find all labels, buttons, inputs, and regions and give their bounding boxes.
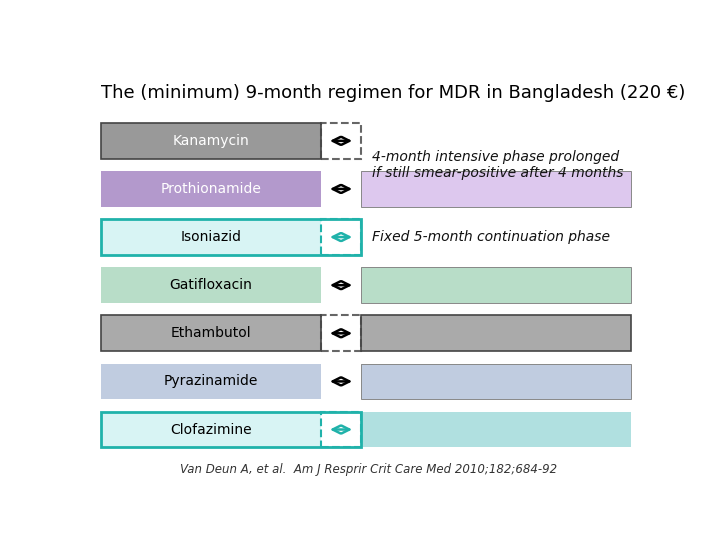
Bar [361, 315, 631, 351]
Bar [101, 411, 321, 447]
Bar [321, 123, 361, 159]
Bar [321, 411, 361, 447]
Bar [361, 171, 631, 207]
Text: Isoniazid: Isoniazid [181, 230, 242, 244]
Bar [321, 363, 361, 399]
Bar [321, 315, 361, 351]
Text: Clofazimine: Clofazimine [171, 422, 252, 436]
Bar [321, 315, 361, 351]
Text: Ethambutol: Ethambutol [171, 326, 251, 340]
Bar [101, 123, 321, 159]
Bar [101, 363, 321, 399]
Bar [101, 123, 321, 159]
Bar [321, 171, 361, 207]
Text: 4-month intensive phase prolonged
if still smear-positive after 4 months: 4-month intensive phase prolonged if sti… [372, 150, 624, 180]
Bar [321, 219, 361, 255]
Bar [361, 267, 631, 303]
Bar [101, 315, 321, 351]
Text: Kanamycin: Kanamycin [173, 134, 250, 148]
Text: Prothionamide: Prothionamide [161, 182, 261, 196]
Bar [361, 411, 631, 447]
Text: Van Deun A, et al.  Am J Resprir Crit Care Med 2010;182;684-92: Van Deun A, et al. Am J Resprir Crit Car… [181, 463, 557, 476]
Bar [101, 267, 321, 303]
Bar [361, 363, 631, 399]
Text: Pyrazinamide: Pyrazinamide [164, 374, 258, 388]
Bar [321, 267, 361, 303]
Text: Fixed 5-month continuation phase: Fixed 5-month continuation phase [372, 230, 610, 244]
Bar [321, 411, 361, 447]
Bar [101, 219, 321, 255]
Bar [101, 411, 361, 447]
Bar [101, 219, 361, 255]
Bar [361, 363, 631, 399]
Bar [361, 171, 631, 207]
Text: Gatifloxacin: Gatifloxacin [170, 278, 253, 292]
Bar [361, 267, 631, 303]
Bar [361, 315, 631, 351]
Bar [101, 315, 321, 351]
Text: The (minimum) 9-month regimen for MDR in Bangladesh (220 €): The (minimum) 9-month regimen for MDR in… [101, 84, 685, 102]
Bar [321, 123, 361, 159]
Bar [101, 171, 321, 207]
Bar [321, 219, 361, 255]
